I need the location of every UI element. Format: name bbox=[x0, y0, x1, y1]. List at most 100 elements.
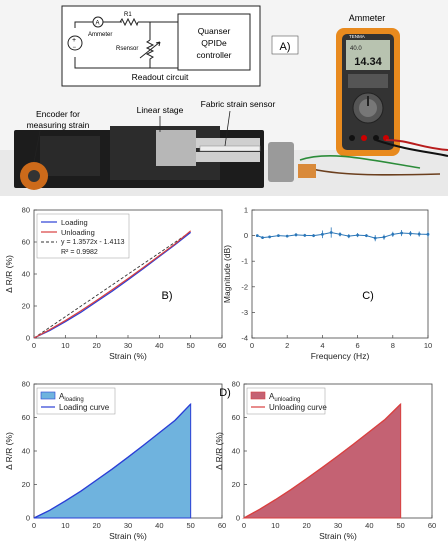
panel-b-x-tick-label: 60 bbox=[218, 341, 226, 350]
panel-d-loading-x-tick-label: 30 bbox=[124, 521, 132, 530]
panel-c-data-point bbox=[382, 235, 386, 239]
panel-c-y-tick-label: -3 bbox=[241, 308, 248, 317]
panel-d-loading-x-tick-label: 40 bbox=[155, 521, 163, 530]
panel-c-data-point bbox=[329, 231, 333, 234]
panel-c-y-tick-label: -1 bbox=[241, 257, 248, 266]
panel-b-y-tick-label: 0 bbox=[26, 334, 30, 343]
readout-circuit-title: Readout circuit bbox=[132, 72, 189, 82]
panel-b-legend-label: Unloading bbox=[61, 228, 95, 237]
controller-line1: Quanser bbox=[198, 26, 231, 36]
probe-jack-icon bbox=[349, 135, 355, 141]
linear-stage bbox=[14, 126, 316, 190]
red-cable bbox=[385, 139, 448, 151]
rsensor-label: Rsensor bbox=[116, 46, 138, 52]
controller-box bbox=[177, 13, 251, 71]
panel-d-unloading-area bbox=[242, 402, 402, 519]
panel-d-loading-curve bbox=[33, 403, 192, 519]
panel-c-x-tick-label: 0 bbox=[250, 341, 254, 350]
panel-c-axes-frame bbox=[251, 209, 429, 339]
panel-d-loading-legend-area-label: Aloading bbox=[59, 392, 84, 403]
panel-c-data-point bbox=[409, 232, 412, 235]
panel-d-unloading-y-tick-label: 80 bbox=[232, 380, 240, 389]
panel-c-data-point bbox=[303, 233, 307, 237]
panel-c-y-tick-label: -4 bbox=[241, 334, 248, 343]
battery-minus: − bbox=[73, 45, 77, 51]
r1-resistor-icon bbox=[119, 17, 139, 27]
panel-a-label: A) bbox=[280, 41, 291, 53]
panel-d-loading-y-tick-label: 40 bbox=[22, 447, 30, 456]
panel-d-unloading-x-tick-label: 60 bbox=[428, 521, 436, 530]
meter-screen bbox=[346, 40, 390, 70]
panel-c-data-point bbox=[365, 234, 368, 237]
panel-c-y-tick-label: -2 bbox=[241, 282, 248, 291]
panel-b-legend-label: Loading bbox=[61, 218, 88, 227]
ammeter-symbol: A bbox=[96, 21, 100, 27]
panel-c-y-axis-label: Magnitude (dB) bbox=[222, 245, 232, 303]
panel-b-chart: B) 0 10 20 30 40 50 60 0 20 40 60 80 Strain (%) Δ R/R… bbox=[4, 206, 226, 362]
panel-d-loading-x-tick-label: 60 bbox=[218, 521, 226, 530]
panel-c-data-point bbox=[268, 235, 271, 239]
panel-d-loading-y-tick-label: 0 bbox=[26, 514, 30, 523]
panel-b-y-tick-label: 40 bbox=[22, 270, 30, 279]
panel-d-loading-y-tick-label: 60 bbox=[22, 413, 30, 422]
encoder-label-line1: Encoder for bbox=[36, 109, 80, 119]
rsensor-arrow-icon bbox=[139, 41, 161, 59]
panel-d-unloading-x-tick-label: 0 bbox=[242, 521, 246, 530]
panel-d-unloading-y-axis-label: Δ R/R (%) bbox=[214, 432, 224, 470]
controller-line2: QPIDe bbox=[201, 38, 227, 48]
panel-d-unloading-chart: D) 0 10 20 30 40 50 60 0 20 40 60 80 Strain (%) Δ R/R… bbox=[214, 380, 436, 542]
green-cable bbox=[299, 155, 421, 169]
panel-b-series-unloading bbox=[33, 230, 192, 339]
rsensor-resistor-icon bbox=[145, 39, 155, 60]
panel-c-data-point bbox=[347, 234, 351, 238]
panel-d-unloading-legend-curve-label: Unloading curve bbox=[269, 403, 327, 412]
panel-c-data-point bbox=[285, 234, 289, 238]
panel-d-loading-y-tick-label: 80 bbox=[22, 380, 30, 389]
panel-c-data-point bbox=[312, 234, 315, 237]
meter-top-reading: 40.0 bbox=[350, 46, 362, 52]
panel-d-loading-legend-curve-label: Loading curve bbox=[59, 403, 110, 412]
panel-b-series-loading bbox=[33, 231, 192, 339]
panel-d-loading-x-tick-label: 0 bbox=[32, 521, 36, 530]
panel-c-x-tick-label: 10 bbox=[424, 341, 432, 350]
panel-c-data-point bbox=[426, 232, 430, 236]
panel-d-unloading-y-tick-label: 60 bbox=[232, 413, 240, 422]
panel-d-unloading-curve bbox=[243, 403, 402, 519]
linear-stage-label: Linear stage bbox=[137, 105, 184, 115]
panel-d-loading-legend-area-swatch bbox=[40, 391, 56, 400]
panel-d-unloading-y-tick-label: 40 bbox=[232, 447, 240, 456]
panel-c-data-point bbox=[391, 232, 395, 236]
encoder-label-line2: measuring strain bbox=[27, 120, 90, 130]
panel-d-unloading-x-tick-label: 40 bbox=[365, 521, 373, 530]
panel-d-loading-y-axis-label: Δ R/R (%) bbox=[4, 432, 14, 470]
meter-brand: TENMA bbox=[349, 34, 365, 39]
panel-c-data-point bbox=[417, 232, 421, 236]
panel-d-loading-legend-area-symbol: A bbox=[59, 392, 65, 401]
black-cable bbox=[375, 139, 448, 157]
battery-plus: + bbox=[72, 37, 76, 44]
panel-d-loading-legend-area-subscript: loading bbox=[64, 397, 83, 403]
panel-d-loading-x-tick-label: 20 bbox=[92, 521, 100, 530]
panel-d-unloading-x-tick-label: 30 bbox=[334, 521, 342, 530]
panel-d-label: D) bbox=[219, 387, 231, 399]
panel-b-x-tick-label: 50 bbox=[186, 341, 194, 350]
panel-d-unloading-x-tick-label: 50 bbox=[396, 521, 404, 530]
panel-b-x-tick-label: 20 bbox=[92, 341, 100, 350]
panel-b-x-tick-label: 0 bbox=[32, 341, 36, 350]
ammeter-symbol-icon bbox=[92, 16, 104, 28]
encoder-callout bbox=[33, 130, 41, 163]
panel-c-data-point bbox=[294, 233, 298, 237]
panel-d-unloading-legend-area-symbol: A bbox=[269, 392, 275, 401]
panel-b-x-axis-label: Strain (%) bbox=[109, 351, 147, 361]
meter-main-reading: 14.34 bbox=[354, 56, 382, 68]
panel-d-unloading-legend-area-label: Aunloading bbox=[269, 392, 300, 403]
panel-c-x-tick-label: 4 bbox=[320, 341, 324, 350]
panel-c-y-tick-label: 1 bbox=[244, 206, 248, 215]
panel-d-loading-y-tick-label: 20 bbox=[22, 480, 30, 489]
panel-d-loading-x-axis-label: Strain (%) bbox=[109, 531, 147, 541]
fabric-sensor-strip bbox=[199, 145, 261, 152]
panel-b-x-tick-label: 40 bbox=[155, 341, 163, 350]
panel-b-y-tick-label: 20 bbox=[22, 302, 30, 311]
